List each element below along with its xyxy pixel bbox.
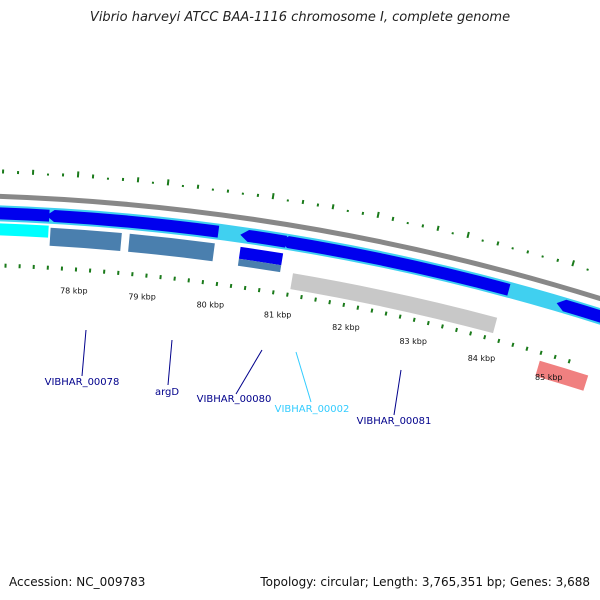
gc-content-tick	[301, 199, 305, 205]
gc-content-tick	[271, 193, 275, 200]
label-leader-line	[295, 351, 312, 403]
rna-block	[535, 360, 589, 391]
gc-content-tick	[376, 211, 380, 219]
cds-arrow	[280, 236, 511, 296]
cds-arrow	[0, 207, 50, 222]
scale-dot	[469, 331, 473, 336]
kbp-label: 82 kbp	[332, 323, 360, 332]
label-leader-line	[393, 369, 402, 416]
gc-content-tick	[571, 260, 575, 267]
gc-content-tick	[421, 224, 425, 228]
scale-dot	[257, 287, 261, 293]
gc-content-tick	[556, 258, 560, 263]
kbp-label: 84 kbp	[468, 354, 496, 363]
gene-block	[0, 223, 49, 238]
gene-block	[237, 258, 282, 273]
gc-content-tick	[316, 203, 320, 207]
topology-summary: Topology: circular; Length: 3,765,351 bp…	[260, 575, 590, 589]
scale-dot	[229, 283, 233, 289]
accession-text: Accession: NC_009783	[9, 575, 146, 589]
scale-dot	[497, 338, 501, 344]
scale-dot	[271, 290, 275, 295]
kbp-label: 78 kbp	[60, 286, 88, 295]
cds-arrow	[240, 229, 288, 248]
scale-dot	[539, 350, 543, 356]
gene-block	[128, 233, 215, 262]
gene-label-vibhar_00078: VIBHAR_00078	[45, 377, 120, 388]
gc-content-tick	[511, 247, 514, 250]
scale-dot	[426, 320, 430, 326]
scale-dot	[567, 359, 571, 364]
scale-dot	[342, 302, 346, 308]
scale-dot	[370, 308, 374, 313]
gc-content-tick	[526, 250, 530, 254]
gene-label-argd: argD	[155, 387, 179, 398]
cds-arrow	[238, 246, 284, 266]
backbone-outer	[0, 193, 600, 302]
gc-content-tick	[586, 268, 589, 271]
scale-dot	[511, 342, 515, 347]
map-title: Vibrio harveyi ATCC BAA-1116 chromosome …	[89, 10, 511, 25]
scale-dot	[201, 280, 205, 285]
gene-label-vibhar_00081: VIBHAR_00081	[357, 416, 432, 427]
gc-content-tick	[391, 216, 395, 222]
label-leader-line	[235, 349, 263, 395]
scale-dot	[328, 300, 332, 305]
scale-dot	[384, 311, 388, 316]
scale-dot	[286, 292, 289, 297]
scale-dot	[412, 317, 416, 322]
scale-dot	[525, 346, 529, 351]
scale-dot	[356, 305, 360, 310]
gc-content-tick	[466, 231, 470, 239]
scale-dot	[483, 334, 487, 340]
gene-label-vibhar_00080: VIBHAR_00080	[197, 394, 272, 405]
scale-dot	[398, 314, 402, 319]
scale-dot	[553, 354, 557, 360]
scale-dot	[243, 285, 247, 291]
gc-content-tick	[496, 241, 500, 246]
gene-block	[49, 227, 122, 251]
scale-dot	[455, 327, 458, 333]
scale-dot	[440, 324, 444, 329]
gene-label-vibhar_00002: VIBHAR_00002	[275, 404, 350, 415]
gc-content-tick	[436, 225, 440, 231]
label-leader-line	[167, 339, 173, 386]
gc-content-tick	[541, 255, 544, 258]
scale-dot	[314, 297, 317, 302]
kbp-label: 81 kbp	[264, 310, 292, 319]
label-leader-line	[81, 329, 87, 377]
cds-arrow	[46, 209, 220, 238]
kbp-label: 85 kbp	[535, 373, 563, 382]
kbp-label: 80 kbp	[197, 300, 225, 309]
gc-content-tick	[361, 211, 365, 216]
scale-dot	[300, 294, 303, 300]
scale-dot	[215, 281, 219, 287]
cds-arrow	[556, 299, 600, 323]
kbp-label: 83 kbp	[399, 337, 427, 346]
pseudogene-block	[290, 273, 498, 334]
gc-content-tick	[166, 179, 170, 186]
kbp-label: 79 kbp	[128, 292, 156, 301]
gc-content-tick	[331, 204, 335, 210]
